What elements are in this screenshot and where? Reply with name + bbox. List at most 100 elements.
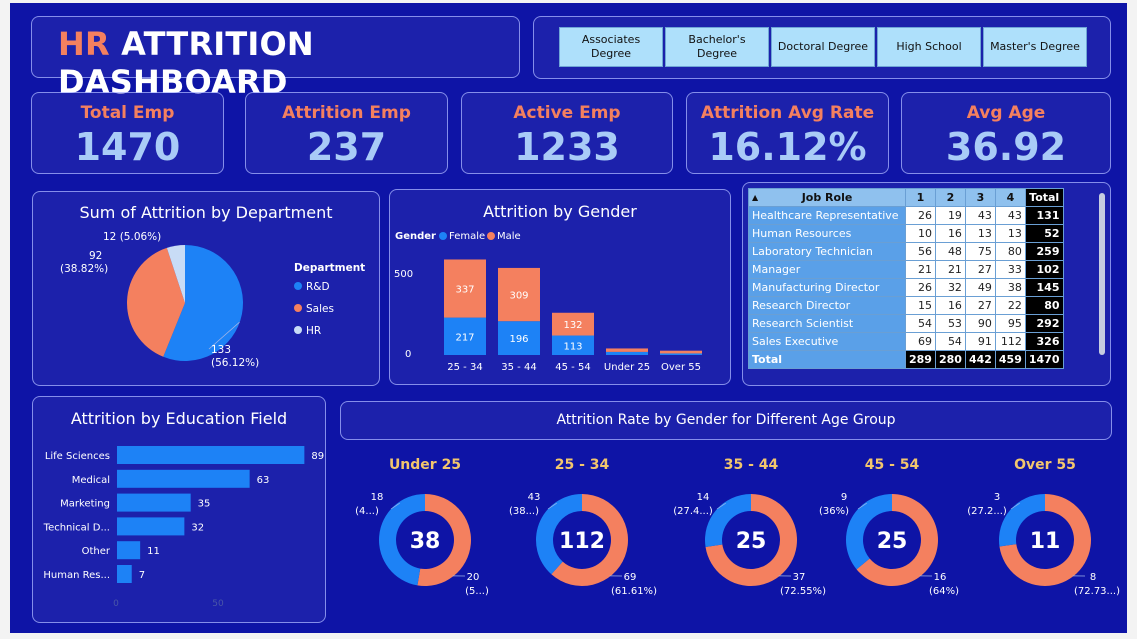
- table-row[interactable]: Manufacturing Director 26 32 49 38 145: [748, 278, 1064, 297]
- education-bar-chart: Life Sciences 89 Medical 63 Marketing 35 Techn…: [43, 446, 324, 609]
- bar-male[interactable]: [552, 312, 594, 336]
- pie-slice-hr[interactable]: [166, 245, 185, 303]
- x-tick-label: 25 - 34: [447, 362, 482, 373]
- donut-title: Under 25: [389, 457, 461, 473]
- hbar-value-label: 11: [147, 546, 160, 557]
- donut-slice-male[interactable]: [705, 494, 798, 586]
- donut-slice-male[interactable]: [999, 494, 1091, 586]
- hbar[interactable]: [117, 493, 191, 512]
- cell-total: 52: [1024, 224, 1064, 243]
- legend-rd-label: R&D: [306, 281, 330, 293]
- hbar-value-label: 89: [311, 451, 324, 462]
- donut-label-male-pct: (5...): [465, 586, 489, 597]
- col-4[interactable]: 4: [994, 188, 1026, 207]
- table-scrollbar[interactable]: [1099, 193, 1105, 355]
- pie-slice-rd[interactable]: [163, 245, 244, 361]
- hbar[interactable]: [117, 446, 305, 464]
- bar-female[interactable]: [444, 317, 486, 355]
- hbar-value-label: 7: [139, 570, 145, 581]
- bar-female[interactable]: [660, 353, 702, 355]
- cell-value: 95: [994, 314, 1026, 333]
- table-row[interactable]: Human Resources 10 16 13 13 52: [748, 224, 1064, 243]
- cell-job-role: Research Director: [748, 296, 906, 315]
- slicer-high-school[interactable]: High School: [877, 27, 981, 67]
- donut-slice-male[interactable]: [856, 494, 938, 586]
- bar-male[interactable]: [444, 259, 486, 318]
- slicer-bachelors-degree[interactable]: Bachelor's Degree: [665, 27, 769, 67]
- cell-job-role: Research Scientist: [748, 314, 906, 333]
- cell-value: 43: [994, 206, 1026, 225]
- donut-slice-female[interactable]: [846, 494, 892, 570]
- donut-leader-line: [857, 502, 867, 510]
- donut-label-female-pct: (38...): [509, 506, 539, 517]
- bar-female[interactable]: [552, 335, 594, 355]
- table-row[interactable]: Laboratory Technician 56 48 75 80 259: [748, 242, 1064, 261]
- donut-slice-female[interactable]: [999, 494, 1045, 547]
- hbar-category-label: Technical D...: [43, 522, 110, 533]
- cell-job-role: Laboratory Technician: [748, 242, 906, 261]
- bar-label-male: 309: [509, 291, 528, 302]
- cell-value: 33: [994, 260, 1026, 279]
- cell-value: 13: [964, 224, 996, 243]
- col-3[interactable]: 3: [964, 188, 996, 207]
- hbar-category-label: Marketing: [60, 499, 110, 510]
- cell-value: 38: [994, 278, 1026, 297]
- legend-hr-marker: [294, 326, 302, 334]
- donut-label-male-count: 16: [934, 572, 947, 583]
- hbar[interactable]: [117, 469, 250, 488]
- table-total-row[interactable]: Total 289 280 442 459 1470: [748, 350, 1064, 369]
- bar-male[interactable]: [660, 350, 702, 354]
- donut-slice-male[interactable]: [551, 494, 628, 586]
- legend-rd-marker: [294, 282, 302, 290]
- slicer-doctoral-degree[interactable]: Doctoral Degree: [771, 27, 875, 67]
- donut-label-male-count: 37: [793, 572, 806, 583]
- sort-arrow-icon[interactable]: ▲: [752, 193, 759, 202]
- table-row[interactable]: Manager 21 21 27 33 102: [748, 260, 1064, 279]
- kpi-label: Attrition Emp: [282, 103, 411, 123]
- dashboard-canvas: HR ATTRITION DASHBOARD Associates Degree…: [10, 3, 1127, 633]
- legend-sales-marker: [294, 304, 302, 312]
- col-1[interactable]: 1: [905, 188, 936, 207]
- bar-male[interactable]: [498, 267, 540, 322]
- x-tick-0: 0: [113, 599, 119, 609]
- bar-male[interactable]: [606, 348, 648, 352]
- pie-label-rd-count: 133: [211, 344, 231, 356]
- cell-value: 10: [905, 224, 936, 243]
- hbar-value-label: 32: [191, 522, 204, 533]
- hbar[interactable]: [117, 541, 141, 560]
- cell-total: 259: [1024, 242, 1064, 261]
- col-total[interactable]: Total: [1024, 188, 1064, 207]
- gender-bar-chart: Gender Female Male 500 0 217 337 25 - 34 19…: [394, 231, 702, 373]
- donut-slice-female[interactable]: [379, 494, 425, 586]
- hbar[interactable]: [117, 517, 185, 536]
- chart-title: Sum of Attrition by Department: [79, 203, 333, 222]
- donut-slice-female[interactable]: [536, 494, 582, 575]
- donut-slice-male[interactable]: [417, 494, 471, 586]
- donut-label-female-count: 9: [841, 492, 847, 503]
- table-row[interactable]: Research Scientist 54 53 90 95 292: [748, 314, 1064, 333]
- cell-value: 54: [934, 332, 966, 351]
- kpi-label: Active Emp: [513, 103, 621, 123]
- table-row[interactable]: Research Director 15 16 27 22 80: [748, 296, 1064, 315]
- hbar[interactable]: [117, 565, 132, 583]
- table-row[interactable]: Sales Executive 69 54 91 112 326: [748, 332, 1064, 351]
- bar-female[interactable]: [606, 351, 648, 355]
- slicer-associates-degree[interactable]: Associates Degree: [559, 27, 663, 67]
- kpi-total-emp: Total Emp 1470: [31, 92, 224, 174]
- pie-slice-sales[interactable]: [126, 247, 185, 357]
- donut-label-male-pct: (64%): [929, 586, 959, 597]
- donut-label-female-count: 18: [371, 492, 384, 503]
- col-job-role[interactable]: Job Role ▲: [748, 188, 906, 207]
- donut-label-female-count: 14: [697, 492, 710, 503]
- department-pie-panel: Sum of Attrition by Department 12 (5.06%…: [32, 191, 380, 386]
- donut-label-female-pct: (36%): [819, 506, 849, 517]
- cell-value: 43: [964, 206, 996, 225]
- slicer-masters-degree[interactable]: Master's Degree: [983, 27, 1087, 67]
- cell-value: 16: [934, 296, 966, 315]
- col-2[interactable]: 2: [934, 188, 966, 207]
- donut-label-male-pct: (61.61%): [611, 586, 657, 597]
- donut-slice-female[interactable]: [705, 494, 751, 548]
- table-row[interactable]: Healthcare Representative 26 19 43 43 131: [748, 206, 1064, 225]
- cell-value: 16: [934, 224, 966, 243]
- bar-female[interactable]: [498, 321, 540, 355]
